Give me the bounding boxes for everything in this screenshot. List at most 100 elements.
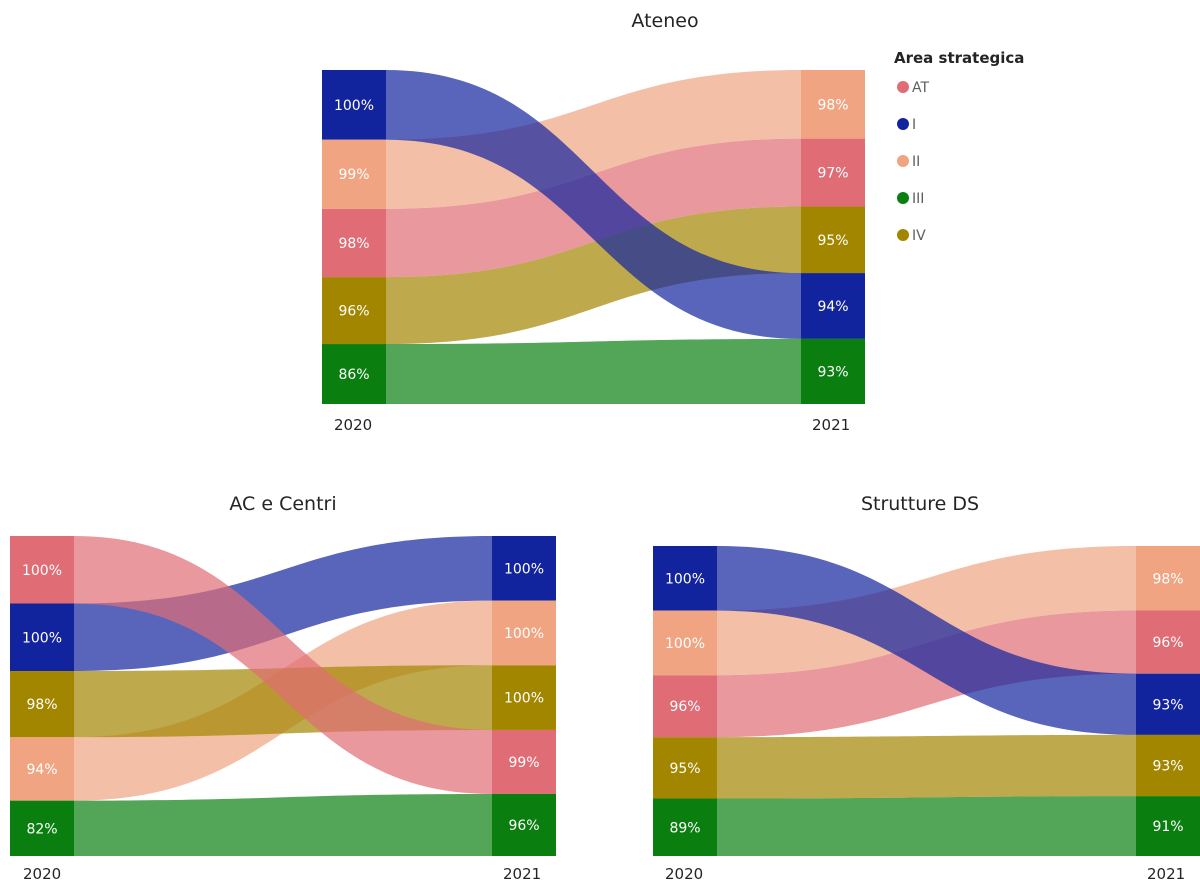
bar-strutture-ds-2020-iii[interactable] bbox=[653, 798, 717, 856]
bar-ateneo-2020-i[interactable] bbox=[322, 70, 386, 140]
chart-ateneo: Ateneo 98% 100% 99% 86% 96% 97% 94% 98% 93% 95% 2… bbox=[322, 10, 865, 434]
ribbon-ateneo-iv[interactable] bbox=[386, 206, 801, 345]
chart-ac-e-centri: AC e Centri 100%100%94%82%98%99%100%100%… bbox=[10, 493, 556, 883]
legend-marker-at[interactable] bbox=[897, 81, 909, 93]
data-label-ateneo-2020-i: 100% bbox=[334, 98, 374, 114]
data-label-ateneo-2021-iv: 95% bbox=[817, 233, 848, 249]
chart-title-strutture-ds: Strutture DS bbox=[861, 493, 979, 515]
data-label-ac-e-centri-2020-i: 100% bbox=[22, 630, 62, 646]
bar-ac-e-centri-2021-iii[interactable] bbox=[492, 793, 556, 856]
ribbon-strutture-ds-iv[interactable] bbox=[717, 734, 1136, 799]
data-label-ac-e-centri-2021-ii: 100% bbox=[504, 626, 544, 642]
bar-ac-e-centri-2021-at[interactable] bbox=[492, 729, 556, 794]
bar-ateneo-2020-at[interactable] bbox=[322, 208, 386, 278]
bar-ac-e-centri-2020-at[interactable] bbox=[10, 536, 74, 604]
ribbons-ac-e-centri bbox=[74, 536, 492, 856]
bar-strutture-ds-2021-iv[interactable] bbox=[1136, 734, 1200, 797]
bar-ac-e-centri-2021-i[interactable] bbox=[492, 536, 556, 601]
bar-strutture-ds-2021-iii[interactable] bbox=[1136, 796, 1200, 856]
data-label-ateneo-2020-ii: 99% bbox=[338, 167, 369, 183]
x-label-ac-2021: 2021 bbox=[503, 865, 541, 883]
data-label-strutture-ds-2021-iv: 93% bbox=[1152, 759, 1183, 775]
data-label-ac-e-centri-2021-i: 100% bbox=[504, 561, 544, 577]
bar-strutture-ds-2020-iv[interactable] bbox=[653, 737, 717, 799]
x-label-ac-2020: 2020 bbox=[23, 865, 61, 883]
legend-title: Area strategica bbox=[894, 49, 1024, 67]
data-label-ateneo-2021-i: 94% bbox=[817, 299, 848, 315]
bar-ateneo-2021-iii[interactable] bbox=[801, 338, 865, 404]
bar-ateneo-2020-ii[interactable] bbox=[322, 139, 386, 209]
legend-marker-i[interactable] bbox=[897, 118, 909, 130]
data-label-ac-e-centri-2021-iii: 96% bbox=[508, 818, 539, 834]
bar-strutture-ds-2021-at[interactable] bbox=[1136, 610, 1200, 674]
data-label-ateneo-2021-at: 97% bbox=[817, 166, 848, 182]
data-label-ateneo-2021-iii: 93% bbox=[817, 364, 848, 380]
data-label-strutture-ds-2020-iii: 89% bbox=[669, 820, 700, 836]
bars-ac-e-centri: 100% 100% 94% 82% 98% 99% 100% 100% 96% 100% bbox=[10, 536, 556, 856]
legend-marker-ii[interactable] bbox=[897, 155, 909, 167]
ribbon-ac-e-centri-iii[interactable] bbox=[74, 793, 492, 856]
ribbons-strutture-ds bbox=[717, 546, 1136, 856]
bar-ateneo-2021-i[interactable] bbox=[801, 273, 865, 339]
data-label-ac-e-centri-2020-iv: 98% bbox=[26, 697, 57, 713]
legend-label-ii[interactable]: II bbox=[912, 154, 920, 170]
data-label-ac-e-centri-2020-ii: 94% bbox=[26, 762, 57, 778]
data-label-strutture-ds-2021-iii: 91% bbox=[1152, 819, 1183, 835]
x-label-ds-2020: 2020 bbox=[665, 865, 703, 883]
ribbon-ateneo-iii[interactable] bbox=[386, 338, 801, 404]
bar-ateneo-2021-at[interactable] bbox=[801, 138, 865, 207]
data-label-ateneo-2021-ii: 98% bbox=[817, 97, 848, 113]
data-label-ac-e-centri-2021-at: 99% bbox=[508, 755, 539, 771]
bar-strutture-ds-2021-i[interactable] bbox=[1136, 673, 1200, 735]
data-label-strutture-ds-2020-iv: 95% bbox=[669, 761, 700, 777]
data-label-ateneo-2020-iii: 86% bbox=[338, 367, 369, 383]
bar-strutture-ds-2020-ii[interactable] bbox=[653, 610, 717, 676]
data-label-strutture-ds-2021-i: 93% bbox=[1152, 697, 1183, 713]
data-label-ateneo-2020-iv: 96% bbox=[338, 304, 369, 320]
chart-title-ateneo: Ateneo bbox=[631, 10, 698, 32]
data-label-ac-e-centri-2021-iv: 100% bbox=[504, 691, 544, 707]
bar-ac-e-centri-2020-i[interactable] bbox=[10, 603, 74, 672]
x-label-ateneo-2021: 2021 bbox=[812, 416, 850, 434]
data-label-strutture-ds-2020-ii: 100% bbox=[665, 636, 705, 652]
bar-ateneo-2020-iv[interactable] bbox=[322, 277, 386, 345]
ribbon-strutture-ds-iii[interactable] bbox=[717, 796, 1136, 856]
x-label-ateneo-2020: 2020 bbox=[334, 416, 372, 434]
legend-label-iv[interactable]: IV bbox=[912, 228, 926, 244]
ribbons-ateneo bbox=[386, 70, 801, 404]
bars-strutture-ds: 96% 100% 100% 89% 95% 96% 93% 98% 91% 93% bbox=[653, 546, 1200, 856]
bar-ac-e-centri-2020-iii[interactable] bbox=[10, 800, 74, 856]
ribbon-ateneo-ii[interactable] bbox=[386, 70, 801, 209]
chart-strutture-ds: Strutture DS 96%100%100%89%95%96%93%98%9… bbox=[653, 493, 1200, 883]
ribbon-ac-e-centri-i[interactable] bbox=[74, 536, 492, 672]
ribbon-ateneo-i[interactable] bbox=[386, 70, 801, 339]
legend-label-at[interactable]: AT bbox=[912, 80, 929, 96]
bar-strutture-ds-2021-ii[interactable] bbox=[1136, 546, 1200, 611]
bar-ac-e-centri-2021-ii[interactable] bbox=[492, 600, 556, 666]
data-label-strutture-ds-2021-at: 96% bbox=[1152, 635, 1183, 651]
legend-label-i[interactable]: I bbox=[912, 117, 916, 133]
bar-ac-e-centri-2020-iv[interactable] bbox=[10, 671, 74, 738]
legend-label-iii[interactable]: III bbox=[912, 191, 924, 207]
bar-ateneo-2020-iii[interactable] bbox=[322, 344, 386, 404]
data-label-ateneo-2020-at: 98% bbox=[338, 236, 369, 252]
bar-ac-e-centri-2021-iv[interactable] bbox=[492, 665, 556, 730]
chart-title-ac-e-centri: AC e Centri bbox=[229, 493, 336, 515]
bar-ateneo-2021-ii[interactable] bbox=[801, 70, 865, 139]
ribbon-ac-e-centri-at[interactable] bbox=[74, 536, 492, 794]
bar-strutture-ds-2020-at[interactable] bbox=[653, 675, 717, 738]
legend-marker-iv[interactable] bbox=[897, 229, 909, 241]
data-label-strutture-ds-2020-at: 96% bbox=[669, 699, 700, 715]
legend-marker-iii[interactable] bbox=[897, 192, 909, 204]
bars-ateneo: 98% 100% 99% 86% 96% 97% 94% 98% 93% 95% bbox=[322, 70, 865, 404]
ribbon-strutture-ds-i[interactable] bbox=[717, 546, 1136, 735]
bar-ac-e-centri-2020-ii[interactable] bbox=[10, 737, 74, 801]
bar-ateneo-2021-iv[interactable] bbox=[801, 206, 865, 274]
data-label-ac-e-centri-2020-iii: 82% bbox=[26, 821, 57, 837]
data-label-ac-e-centri-2020-at: 100% bbox=[22, 563, 62, 579]
ribbon-strutture-ds-at[interactable] bbox=[717, 610, 1136, 738]
bar-strutture-ds-2020-i[interactable] bbox=[653, 546, 717, 611]
